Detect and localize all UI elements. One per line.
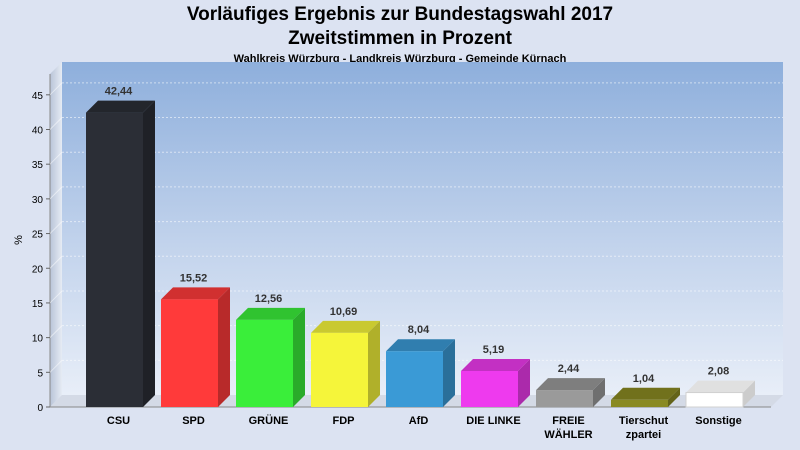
- y-tick-label: 25: [32, 230, 44, 241]
- data-label: 2,08: [708, 366, 729, 378]
- bar-top: [686, 380, 755, 393]
- x-tick-label: SPD: [182, 415, 205, 427]
- bar-top: [611, 387, 680, 400]
- data-label: 15,52: [180, 272, 208, 284]
- gridline-wall: [49, 117, 63, 130]
- y-tick-label: 0: [37, 403, 43, 414]
- bar: [461, 358, 530, 407]
- bar: [386, 339, 455, 407]
- bar: [161, 287, 230, 407]
- gridline-wall: [49, 151, 63, 165]
- bar-side: [443, 339, 455, 407]
- bar-top: [461, 358, 530, 371]
- y-tick-label: 35: [32, 160, 44, 171]
- data-label: 10,69: [330, 306, 358, 318]
- y-tick-label: 20: [32, 264, 44, 275]
- x-tick-label: Sonstige: [695, 415, 741, 427]
- data-label: 5,19: [483, 344, 504, 356]
- bar-front: [86, 112, 143, 407]
- bar-side: [368, 320, 380, 407]
- bar-top: [386, 339, 455, 352]
- bar-front: [461, 370, 518, 407]
- bar: [685, 380, 755, 408]
- bar-front: [685, 392, 744, 408]
- y-tick-label: 45: [32, 91, 44, 102]
- x-tick-label: WÄHLER: [544, 428, 592, 441]
- bar-side: [593, 378, 605, 407]
- bar-top: [86, 100, 155, 113]
- data-label: 2,44: [558, 363, 580, 375]
- y-tick-label: 30: [32, 195, 44, 206]
- bar-side: [218, 287, 230, 407]
- x-tick-label: AfD: [409, 415, 429, 427]
- x-tick-label: FDP: [333, 415, 355, 427]
- x-tick-label: GRÜNE: [249, 414, 289, 427]
- x-tick-label: CSU: [107, 415, 130, 427]
- x-tick-label: Tierschut: [619, 415, 669, 427]
- bar-side: [293, 307, 305, 407]
- y-tick-label: 40: [32, 126, 44, 137]
- bar-side: [668, 387, 680, 407]
- y-tick-label: 10: [32, 334, 44, 345]
- bar-top: [536, 378, 605, 391]
- gridline-wall: [49, 82, 63, 96]
- x-tick-label: DIE LINKE: [466, 415, 520, 427]
- gridline-wall: [49, 359, 63, 373]
- x-tick-label: FREIE: [552, 415, 584, 427]
- bar-front: [536, 390, 593, 407]
- bar-side: [743, 380, 755, 407]
- bar-side: [518, 358, 530, 407]
- plot-left-wall: [50, 62, 62, 407]
- data-label: 1,04: [633, 373, 655, 385]
- bar-top: [161, 287, 230, 300]
- bar-front: [311, 332, 368, 407]
- gridline-wall: [49, 290, 63, 304]
- chart-subtitle: Zweitstimmen in Prozent: [288, 28, 512, 49]
- bar-front: [611, 399, 668, 407]
- gridline-wall: [49, 186, 63, 200]
- data-label: 42,44: [105, 86, 133, 98]
- data-label: 12,56: [255, 293, 283, 305]
- data-label: 8,04: [408, 324, 430, 336]
- bar: [611, 387, 680, 407]
- bar: [86, 100, 155, 407]
- bar-front: [236, 319, 293, 407]
- bar-side: [143, 100, 155, 407]
- chart-title: Vorläufiges Ergebnis zur Bundestagswahl …: [186, 4, 614, 25]
- y-tick-label: 15: [32, 299, 44, 310]
- bar-front: [161, 299, 218, 407]
- x-tick-label: zpartei: [626, 429, 661, 441]
- gridline-wall: [49, 255, 63, 269]
- bar-top: [311, 320, 380, 333]
- gridline-wall: [49, 325, 63, 338]
- bar-top: [236, 307, 305, 320]
- bar: [536, 378, 605, 407]
- y-axis-label: %: [13, 235, 25, 245]
- y-tick-label: 5: [37, 368, 43, 379]
- bar-front: [386, 351, 443, 407]
- bar: [236, 307, 305, 407]
- bar: [311, 320, 380, 407]
- gridline-wall: [49, 221, 63, 234]
